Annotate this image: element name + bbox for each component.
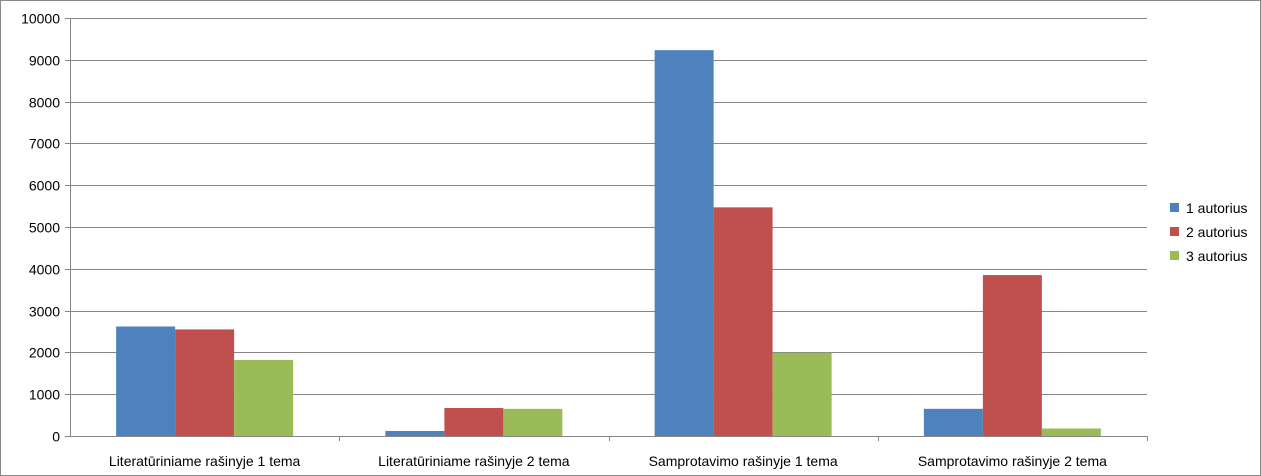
legend-label: 1 autorius: [1186, 200, 1247, 216]
y-tick-label: 2000: [29, 345, 60, 361]
x-category-label: Literatūriniame rašinyje 2 tema: [378, 453, 570, 469]
y-tick-label: 8000: [29, 95, 60, 111]
y-tick-labels: 0 1000 2000 3000 4000 5000 6000 7000 8000 9000 100…: [21, 11, 60, 445]
x-category-label: Samprotavimo rašinyje 2 tema: [918, 453, 1107, 469]
y-tick-label: 3000: [29, 304, 60, 320]
bar: [116, 326, 176, 436]
bar: [1041, 428, 1101, 436]
legend-swatch: [1170, 227, 1179, 236]
bar: [772, 352, 832, 436]
y-tick-label: 0: [52, 429, 60, 445]
bar: [385, 430, 445, 436]
x-category-label: Samprotavimo rašinyje 1 tema: [649, 453, 838, 469]
legend-swatch: [1170, 251, 1179, 260]
bars: [116, 50, 1101, 436]
y-tick-label: 5000: [29, 220, 60, 236]
legend-swatch: [1170, 203, 1179, 212]
bar: [175, 329, 235, 436]
bar: [713, 207, 773, 436]
y-tick-label: 10000: [21, 11, 60, 27]
legend-label: 2 autorius: [1186, 224, 1247, 240]
x-category-labels: Literatūriniame rašinyje 1 tema Literatūr…: [109, 453, 1107, 469]
y-tick-label: 1000: [29, 387, 60, 403]
bar: [923, 408, 983, 436]
axes: [65, 18, 1148, 441]
x-category-label: Literatūriniame rašinyje 1 tema: [109, 453, 301, 469]
bar: [234, 359, 294, 436]
legend: 1 autorius 2 autorius 3 autorius: [1170, 200, 1247, 264]
bar: [982, 275, 1042, 436]
legend-label: 3 autorius: [1186, 248, 1247, 264]
bar: [654, 50, 714, 436]
y-tick-label: 6000: [29, 178, 60, 194]
y-tick-label: 9000: [29, 53, 60, 69]
y-tick-label: 4000: [29, 262, 60, 278]
bar: [444, 407, 504, 436]
bar: [503, 408, 563, 436]
y-tick-label: 7000: [29, 136, 60, 152]
